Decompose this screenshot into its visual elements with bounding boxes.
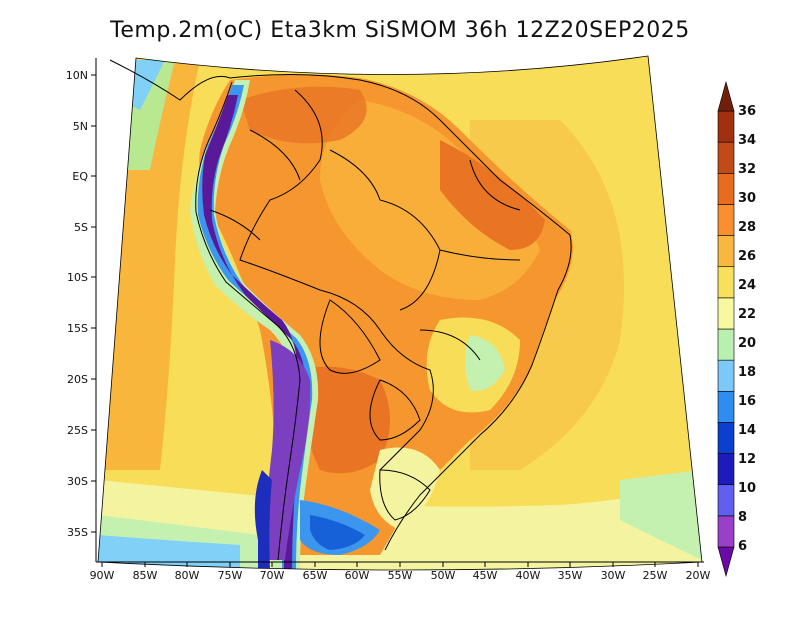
colorbar-label: 8 bbox=[738, 510, 747, 525]
colorbar-label: 16 bbox=[738, 394, 756, 409]
colorbar-block bbox=[717, 172, 735, 205]
colorbar-block bbox=[717, 484, 735, 517]
lon-label: 55W bbox=[388, 569, 413, 582]
colorbar-label: 20 bbox=[738, 336, 756, 351]
colorbar-label: 30 bbox=[738, 191, 756, 206]
colorbar-block bbox=[717, 390, 735, 423]
lat-label: 30S bbox=[67, 475, 88, 488]
lat-label: 5S bbox=[74, 221, 88, 234]
lon-label: 20W bbox=[686, 569, 711, 582]
lon-label: 70W bbox=[260, 569, 285, 582]
lon-label: 40W bbox=[516, 569, 541, 582]
colorbar-label: 12 bbox=[738, 452, 756, 467]
border-bolivia bbox=[319, 299, 381, 374]
colorbar-label: 34 bbox=[738, 133, 756, 148]
lat-label: 10S bbox=[67, 271, 88, 284]
lat-label: 10N bbox=[66, 69, 88, 82]
lon-label: 85W bbox=[133, 569, 158, 582]
colorbar-block bbox=[717, 297, 735, 330]
border-brazil-west bbox=[239, 89, 434, 471]
lon-labels: 90W 85W 80W 75W 70W 65W 60W 55W 50W 45W … bbox=[90, 569, 711, 582]
border-brazil-state-5 bbox=[329, 149, 381, 201]
border-brazil-state-4 bbox=[469, 159, 521, 211]
lon-label: 30W bbox=[601, 569, 626, 582]
field-south-atlantic bbox=[620, 470, 702, 560]
south-brazil-cool bbox=[370, 447, 440, 530]
colorbar-labels: 36 34 32 30 28 26 24 22 20 18 16 14 12 1… bbox=[738, 104, 756, 554]
pacific-coastline bbox=[195, 81, 301, 561]
colorbar-block bbox=[717, 235, 735, 268]
colorbar-label: 14 bbox=[738, 423, 756, 438]
colorbar-block bbox=[717, 266, 735, 299]
lon-label: 35W bbox=[558, 569, 583, 582]
colorbar-block bbox=[717, 359, 735, 392]
chaco-hot bbox=[300, 366, 390, 474]
northeast-hot bbox=[440, 140, 545, 250]
amazon-basin bbox=[320, 100, 540, 300]
border-brazil-state-1 bbox=[379, 199, 441, 311]
colorbar-blocks bbox=[717, 80, 735, 578]
central-america bbox=[109, 59, 231, 101]
colorbar-block bbox=[717, 422, 735, 454]
colorbar-cap-low bbox=[717, 546, 735, 578]
colorbar-block bbox=[717, 110, 735, 143]
field-south-pacific-cold bbox=[98, 535, 240, 570]
lon-label: 80W bbox=[175, 569, 200, 582]
map-title: Temp.2m(oC) Eta3km SiSMOM 36h 12Z20SEP20… bbox=[110, 18, 690, 43]
lon-label: 45W bbox=[473, 569, 498, 582]
atlantic-coastline bbox=[229, 73, 572, 551]
lat-label: 5N bbox=[73, 120, 88, 133]
lon-label: 75W bbox=[218, 569, 243, 582]
colorbar-label: 6 bbox=[738, 539, 747, 554]
lat-label: EQ bbox=[72, 170, 88, 183]
colorbar-block bbox=[717, 515, 735, 548]
lon-label: 65W bbox=[303, 569, 328, 582]
border-colombia bbox=[249, 129, 301, 181]
colorbar-label: 10 bbox=[738, 481, 756, 496]
lat-labels: 10N 5N EQ 5S 10S 15S 20S 25S 30S 35S bbox=[66, 69, 89, 539]
lon-label: 90W bbox=[90, 569, 115, 582]
border-brazil-state-2 bbox=[439, 249, 521, 261]
lat-label: 15S bbox=[67, 322, 88, 335]
colorbar-label: 24 bbox=[738, 278, 756, 293]
boundaries bbox=[109, 59, 572, 561]
lat-ticks bbox=[91, 74, 96, 533]
lon-label: 50W bbox=[431, 569, 456, 582]
lon-label: 25W bbox=[643, 569, 668, 582]
lon-ticks bbox=[101, 562, 699, 567]
colorbar-label: 28 bbox=[738, 220, 756, 235]
colorbar-block bbox=[717, 204, 735, 236]
border-paraguay bbox=[369, 379, 421, 441]
colorbar-label: 18 bbox=[738, 365, 756, 380]
lon-label: 60W bbox=[345, 569, 370, 582]
venezuela-hot bbox=[240, 86, 367, 144]
colorbar-block bbox=[717, 453, 735, 486]
minas-cool bbox=[465, 335, 505, 391]
border-uruguay bbox=[379, 469, 431, 521]
patagonia-andes bbox=[254, 470, 272, 570]
andes-coldest bbox=[202, 95, 307, 570]
border-brazil-state-3 bbox=[419, 329, 481, 361]
colorbar-label: 26 bbox=[738, 249, 756, 264]
colorbar-label: 32 bbox=[738, 162, 756, 177]
colorbar-label: 36 bbox=[738, 104, 756, 119]
pampa-south-colder bbox=[310, 515, 365, 550]
lat-label: 25S bbox=[67, 424, 88, 437]
colorbar-block bbox=[717, 328, 735, 361]
lat-label: 20S bbox=[67, 373, 88, 386]
border-ecuador-peru bbox=[209, 209, 261, 241]
lat-label: 35S bbox=[67, 526, 88, 539]
colorbar-cap-high bbox=[717, 80, 735, 112]
colorbar-block bbox=[717, 141, 735, 174]
colorbar-label: 22 bbox=[738, 307, 756, 322]
